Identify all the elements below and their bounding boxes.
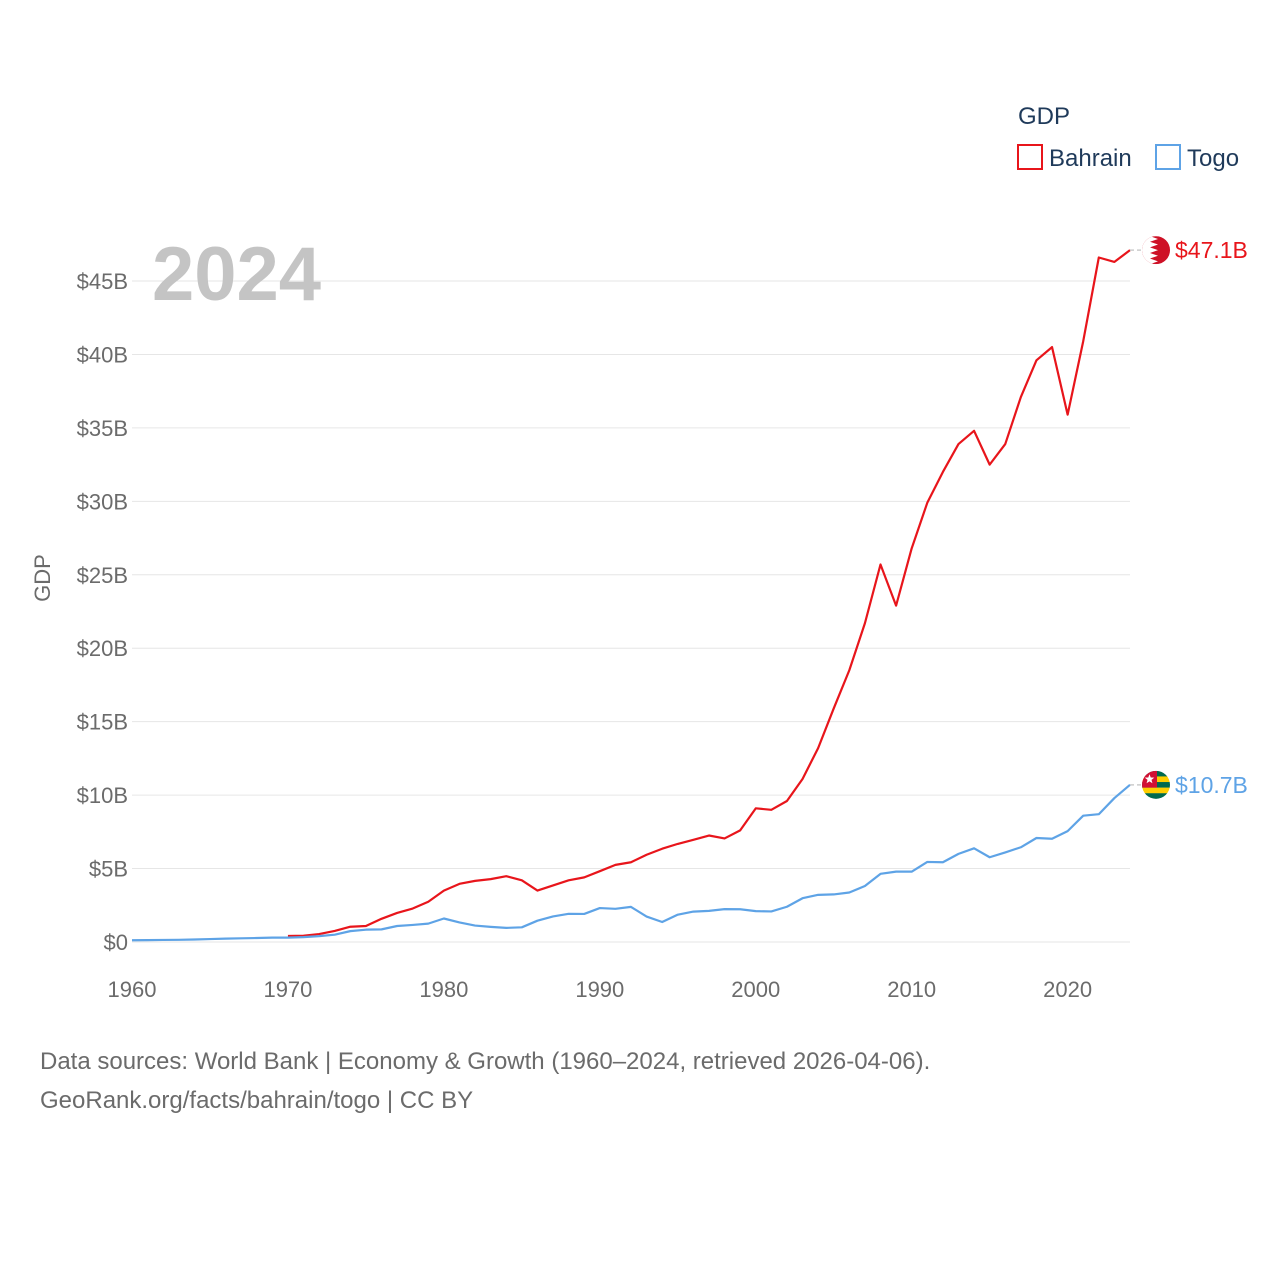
y-tick-label: $15B <box>77 710 128 735</box>
end-value-label-togo: $10.7B <box>1175 772 1248 798</box>
attribution-link[interactable]: GeoRank.org/facts/bahrain/togo | CC BY <box>40 1087 474 1114</box>
y-tick-label: $30B <box>77 489 128 514</box>
legend-swatch-bahrain <box>1017 144 1043 170</box>
x-tick-label: 1970 <box>263 977 312 1002</box>
y-tick-label: $45B <box>77 269 128 294</box>
legend-item-bahrain[interactable]: Bahrain <box>1017 144 1132 172</box>
x-axis-ticks: 1960 1970 1980 1990 2000 2010 2020 <box>108 977 1093 1002</box>
series-line-bahrain <box>287 249 1131 938</box>
legend: GDP Bahrain Togo <box>1017 103 1239 172</box>
legend-title: GDP <box>1018 103 1070 130</box>
footer: Data sources: World Bank | Economy & Gro… <box>40 1042 930 1120</box>
series-end-markers: $47.1B $10.7B <box>1130 236 1248 799</box>
y-tick-label: $20B <box>77 636 128 661</box>
y-tick-label: $35B <box>77 416 128 441</box>
x-tick-label: 1980 <box>419 977 468 1002</box>
x-tick-label: 2010 <box>887 977 936 1002</box>
y-tick-label: $10B <box>77 783 128 808</box>
y-tick-label: $5B <box>89 857 128 882</box>
series-lines <box>131 249 1131 942</box>
series-line-togo <box>131 783 1131 942</box>
togo-flag <box>1142 770 1170 799</box>
y-axis-ticks: $0 $5B $10B $15B $20B $25B $30B $35B $40B $45B <box>77 269 128 955</box>
x-tick-label: 1990 <box>575 977 624 1002</box>
gridlines <box>132 280 1130 943</box>
legend-item-togo[interactable]: Togo <box>1155 144 1239 172</box>
y-tick-label: $40B <box>77 342 128 367</box>
y-tick-label: $25B <box>77 563 128 588</box>
legend-swatch-togo <box>1155 144 1181 170</box>
end-value-label-bahrain: $47.1B <box>1175 237 1248 263</box>
y-axis-label: GDP <box>30 554 55 602</box>
x-tick-label: 2020 <box>1043 977 1092 1002</box>
legend-label-togo: Togo <box>1187 145 1239 172</box>
gdp-line-chart: $0 $5B $10B $15B $20B $25B $30B $35B $40B $45B 19… <box>30 103 1248 1002</box>
x-tick-label: 1960 <box>108 977 157 1002</box>
y-tick-label: $0 <box>104 930 128 955</box>
data-sources-text: Data sources: World Bank | Economy & Gro… <box>40 1048 931 1075</box>
year-label: 2024 <box>152 232 321 317</box>
bahrain-flag <box>1142 236 1170 265</box>
legend-label-bahrain: Bahrain <box>1049 145 1132 172</box>
x-tick-label: 2000 <box>731 977 780 1002</box>
